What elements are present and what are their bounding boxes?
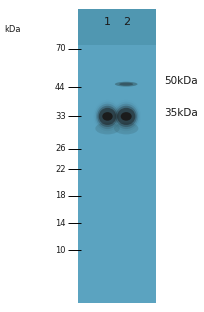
Ellipse shape: [102, 112, 112, 121]
Ellipse shape: [120, 112, 131, 121]
Text: 33: 33: [55, 112, 65, 121]
Ellipse shape: [113, 122, 138, 134]
Text: 18: 18: [55, 191, 65, 200]
Text: 50kDa: 50kDa: [163, 76, 197, 86]
Bar: [78, 9, 155, 45]
Text: 14: 14: [55, 219, 65, 228]
Ellipse shape: [114, 82, 137, 86]
Bar: [78, 9, 155, 303]
Ellipse shape: [116, 108, 135, 125]
Ellipse shape: [114, 104, 138, 129]
Text: 10: 10: [55, 246, 65, 255]
Text: 26: 26: [55, 144, 65, 153]
Ellipse shape: [115, 106, 136, 127]
Ellipse shape: [95, 122, 119, 134]
Text: 1: 1: [103, 17, 110, 27]
Text: 35kDa: 35kDa: [163, 109, 197, 119]
Text: kDa: kDa: [4, 26, 20, 35]
Text: 44: 44: [55, 83, 65, 92]
Ellipse shape: [119, 83, 133, 86]
Ellipse shape: [98, 108, 116, 125]
Ellipse shape: [95, 104, 118, 129]
Text: 70: 70: [55, 44, 65, 53]
Ellipse shape: [97, 106, 117, 127]
Text: 22: 22: [55, 165, 65, 174]
Text: 2: 2: [122, 17, 129, 27]
